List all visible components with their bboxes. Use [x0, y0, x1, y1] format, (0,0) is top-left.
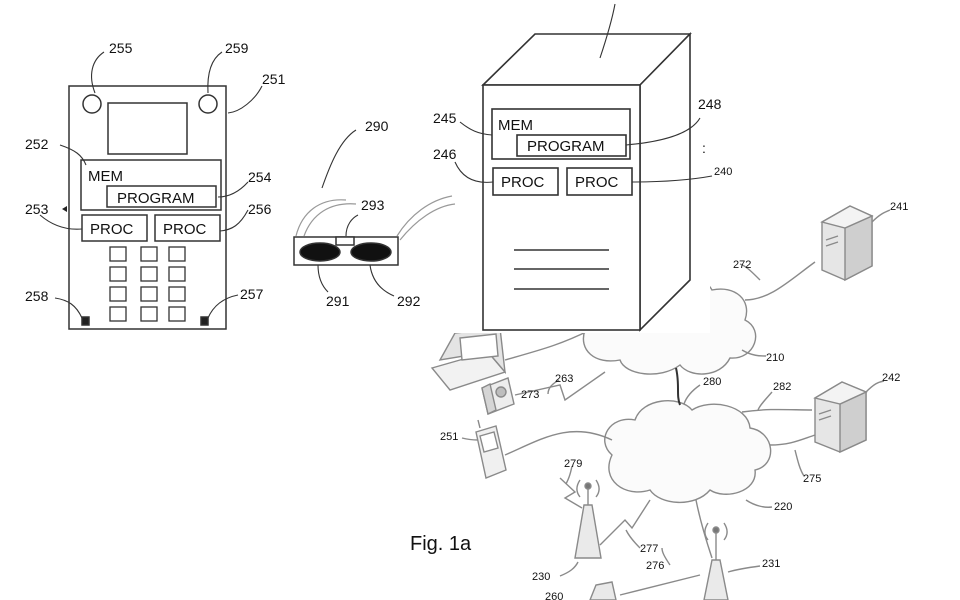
server-242 — [815, 382, 866, 452]
device-mem-label: MEM — [88, 168, 123, 185]
device-program-label: PROGRAM — [117, 190, 195, 207]
base-station-231 — [704, 523, 728, 600]
ref-257: 257 — [240, 286, 264, 302]
glasses-bridge — [336, 237, 354, 245]
ref-292: 292 — [397, 293, 421, 309]
ref-279: 279 — [564, 458, 582, 470]
base-station-230 — [575, 480, 601, 558]
ref-251-phone: 251 — [440, 431, 458, 443]
figure-caption: Fig. 1a — [410, 533, 472, 555]
ref-253: 253 — [25, 201, 49, 217]
ref-275: 275 — [803, 473, 821, 485]
ref-277: 277 — [640, 543, 658, 555]
glasses-lens-right — [351, 243, 391, 261]
tower-mem-label: MEM — [498, 117, 533, 134]
link-phone — [505, 432, 612, 455]
ref-251-device: 251 — [262, 71, 286, 87]
ref-282: 282 — [773, 381, 791, 393]
ref-248: 248 — [698, 96, 722, 112]
ref-246: 246 — [433, 146, 457, 162]
network-cloud-220 — [605, 401, 771, 503]
ref-258: 258 — [25, 288, 49, 304]
ref-293: 293 — [361, 197, 385, 213]
device-indicator-left — [82, 317, 89, 325]
link-231 — [696, 500, 712, 558]
ref-259: 259 — [225, 40, 249, 56]
link-laptop — [505, 330, 590, 360]
ref-254: 254 — [248, 169, 272, 185]
link-277 — [600, 500, 650, 545]
ref-272: 272 — [733, 259, 751, 271]
ref-252: 252 — [25, 136, 49, 152]
ref-241: 241 — [890, 201, 908, 213]
link-282 — [742, 410, 812, 413]
device-proc-label-2: PROC — [163, 221, 207, 238]
glasses-lens-left — [300, 243, 340, 261]
link-275 — [770, 435, 815, 445]
ref-291: 291 — [326, 293, 350, 309]
link-280 — [676, 368, 680, 405]
tower-program-label: PROGRAM — [527, 138, 605, 155]
ref-231: 231 — [762, 558, 780, 570]
ref-210: 210 — [766, 352, 784, 364]
camera-icon — [482, 378, 514, 414]
ref-280: 280 — [703, 376, 721, 388]
ref-273: 273 — [521, 389, 539, 401]
link-272 — [745, 262, 815, 300]
ref-290: 290 — [365, 118, 389, 134]
tower-proc-label-1: PROC — [501, 174, 545, 191]
tower-proc-label-2: PROC — [575, 174, 619, 191]
ref-242: 242 — [882, 372, 900, 384]
laptop-icon — [432, 328, 505, 390]
server-241 — [822, 206, 872, 280]
ref-256: 256 — [248, 201, 272, 217]
ref-276: 276 — [646, 560, 664, 572]
svg-text::: : — [702, 140, 706, 156]
device-proc-label-1: PROC — [90, 221, 134, 238]
device-keypad — [110, 247, 185, 321]
ref-240: 240 — [714, 166, 732, 178]
handset-260 — [590, 582, 616, 600]
glasses-device — [294, 130, 455, 296]
device-indicator-right — [201, 317, 208, 325]
ref-245: 245 — [433, 110, 457, 126]
ref-263: 263 — [555, 373, 573, 385]
device-speaker-right — [199, 95, 217, 113]
device-speaker-left — [83, 95, 101, 113]
device-screen — [108, 103, 187, 154]
ref-255: 255 — [109, 40, 133, 56]
ref-260: 260 — [545, 591, 563, 600]
ref-220: 220 — [774, 501, 792, 513]
link-260 — [620, 575, 700, 595]
phone-icon — [476, 420, 506, 478]
ref-230: 230 — [532, 571, 550, 583]
